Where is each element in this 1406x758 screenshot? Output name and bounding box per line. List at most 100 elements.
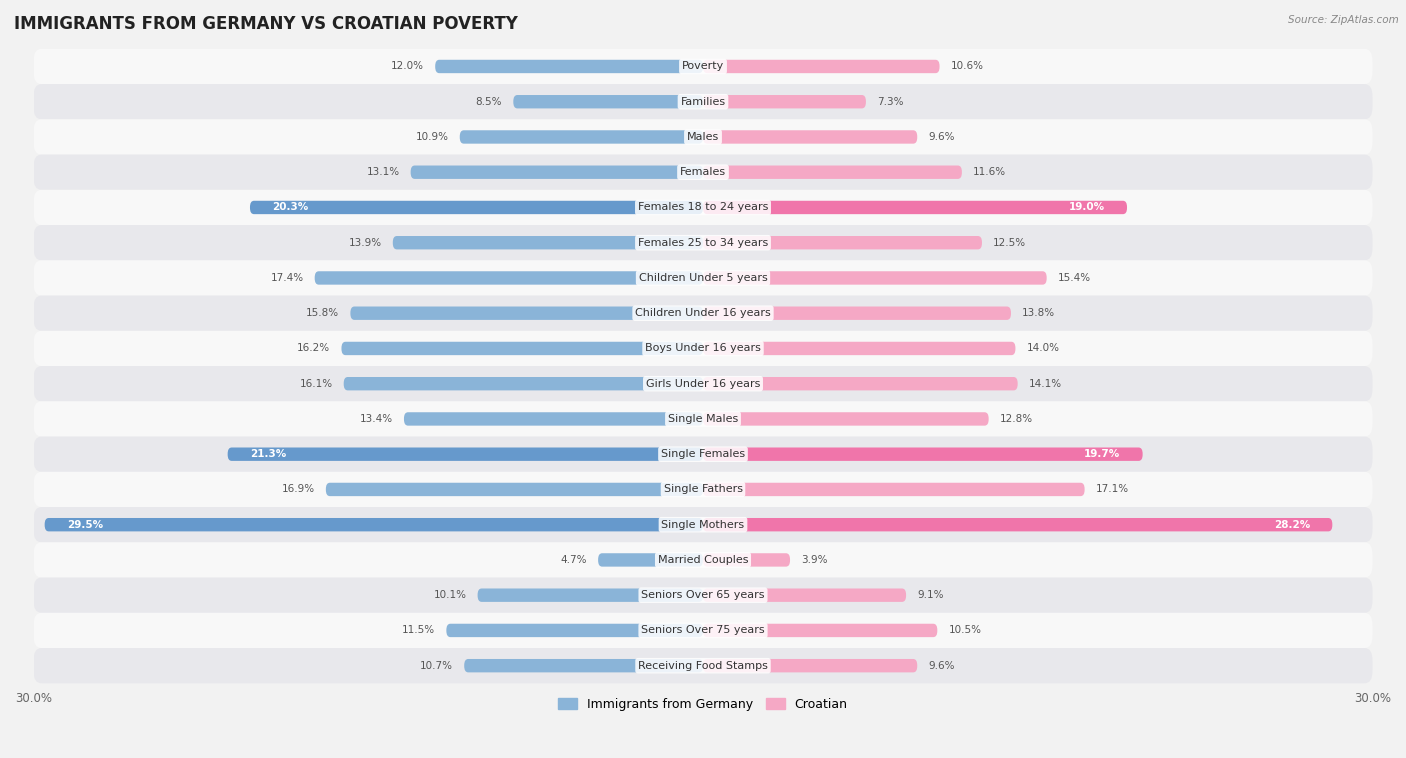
Text: 14.1%: 14.1%	[1029, 379, 1062, 389]
Text: Females: Females	[681, 168, 725, 177]
Text: Seniors Over 75 years: Seniors Over 75 years	[641, 625, 765, 635]
Text: Girls Under 16 years: Girls Under 16 years	[645, 379, 761, 389]
FancyBboxPatch shape	[703, 588, 905, 602]
FancyBboxPatch shape	[45, 518, 703, 531]
Text: 13.4%: 13.4%	[360, 414, 392, 424]
Text: 11.6%: 11.6%	[973, 168, 1007, 177]
FancyBboxPatch shape	[34, 260, 1372, 296]
FancyBboxPatch shape	[703, 412, 988, 426]
Text: 12.8%: 12.8%	[1000, 414, 1033, 424]
FancyBboxPatch shape	[703, 342, 1015, 356]
FancyBboxPatch shape	[703, 306, 1011, 320]
FancyBboxPatch shape	[34, 225, 1372, 260]
Text: 12.5%: 12.5%	[993, 238, 1026, 248]
Text: IMMIGRANTS FROM GERMANY VS CROATIAN POVERTY: IMMIGRANTS FROM GERMANY VS CROATIAN POVE…	[14, 15, 517, 33]
Text: Source: ZipAtlas.com: Source: ZipAtlas.com	[1288, 15, 1399, 25]
Text: 10.9%: 10.9%	[416, 132, 449, 142]
Text: 16.2%: 16.2%	[297, 343, 330, 353]
FancyBboxPatch shape	[326, 483, 703, 496]
FancyBboxPatch shape	[342, 342, 703, 356]
FancyBboxPatch shape	[411, 165, 703, 179]
FancyBboxPatch shape	[34, 578, 1372, 612]
FancyBboxPatch shape	[228, 447, 703, 461]
FancyBboxPatch shape	[464, 659, 703, 672]
Text: 17.4%: 17.4%	[270, 273, 304, 283]
Text: Families: Families	[681, 97, 725, 107]
Text: 29.5%: 29.5%	[67, 520, 103, 530]
Text: 8.5%: 8.5%	[475, 97, 502, 107]
Legend: Immigrants from Germany, Croatian: Immigrants from Germany, Croatian	[554, 693, 852, 716]
FancyBboxPatch shape	[34, 330, 1372, 366]
FancyBboxPatch shape	[703, 553, 790, 567]
Text: Children Under 16 years: Children Under 16 years	[636, 309, 770, 318]
FancyBboxPatch shape	[703, 60, 939, 74]
FancyBboxPatch shape	[315, 271, 703, 285]
Text: 19.0%: 19.0%	[1069, 202, 1105, 212]
FancyBboxPatch shape	[703, 624, 938, 637]
Text: 4.7%: 4.7%	[561, 555, 586, 565]
Text: Seniors Over 65 years: Seniors Over 65 years	[641, 590, 765, 600]
Text: Receiving Food Stamps: Receiving Food Stamps	[638, 661, 768, 671]
Text: 19.7%: 19.7%	[1084, 449, 1121, 459]
FancyBboxPatch shape	[436, 60, 703, 74]
Text: 12.0%: 12.0%	[391, 61, 425, 71]
FancyBboxPatch shape	[703, 95, 866, 108]
FancyBboxPatch shape	[703, 271, 1046, 285]
Text: 10.7%: 10.7%	[420, 661, 453, 671]
FancyBboxPatch shape	[34, 84, 1372, 119]
FancyBboxPatch shape	[703, 201, 1128, 215]
Text: Single Fathers: Single Fathers	[664, 484, 742, 494]
FancyBboxPatch shape	[34, 119, 1372, 155]
Text: Children Under 5 years: Children Under 5 years	[638, 273, 768, 283]
Text: 10.5%: 10.5%	[949, 625, 981, 635]
FancyBboxPatch shape	[703, 165, 962, 179]
Text: 11.5%: 11.5%	[402, 625, 436, 635]
Text: 13.8%: 13.8%	[1022, 309, 1056, 318]
FancyBboxPatch shape	[703, 236, 981, 249]
Text: Females 25 to 34 years: Females 25 to 34 years	[638, 238, 768, 248]
Text: 16.9%: 16.9%	[281, 484, 315, 494]
FancyBboxPatch shape	[34, 507, 1372, 542]
FancyBboxPatch shape	[34, 471, 1372, 507]
FancyBboxPatch shape	[478, 588, 703, 602]
FancyBboxPatch shape	[446, 624, 703, 637]
FancyBboxPatch shape	[34, 190, 1372, 225]
Text: 10.6%: 10.6%	[950, 61, 984, 71]
FancyBboxPatch shape	[34, 49, 1372, 84]
FancyBboxPatch shape	[350, 306, 703, 320]
FancyBboxPatch shape	[34, 648, 1372, 683]
FancyBboxPatch shape	[598, 553, 703, 567]
Text: Males: Males	[688, 132, 718, 142]
Text: 21.3%: 21.3%	[250, 449, 287, 459]
Text: Females 18 to 24 years: Females 18 to 24 years	[638, 202, 768, 212]
FancyBboxPatch shape	[343, 377, 703, 390]
Text: 14.0%: 14.0%	[1026, 343, 1060, 353]
FancyBboxPatch shape	[392, 236, 703, 249]
FancyBboxPatch shape	[460, 130, 703, 144]
Text: 20.3%: 20.3%	[273, 202, 308, 212]
FancyBboxPatch shape	[703, 130, 917, 144]
Text: 3.9%: 3.9%	[801, 555, 828, 565]
Text: Married Couples: Married Couples	[658, 555, 748, 565]
Text: 17.1%: 17.1%	[1095, 484, 1129, 494]
Text: 13.1%: 13.1%	[367, 168, 399, 177]
FancyBboxPatch shape	[34, 155, 1372, 190]
Text: Single Females: Single Females	[661, 449, 745, 459]
Text: 16.1%: 16.1%	[299, 379, 333, 389]
FancyBboxPatch shape	[34, 542, 1372, 578]
Text: 15.4%: 15.4%	[1057, 273, 1091, 283]
Text: Single Males: Single Males	[668, 414, 738, 424]
Text: 9.1%: 9.1%	[917, 590, 943, 600]
FancyBboxPatch shape	[703, 518, 1333, 531]
Text: 13.9%: 13.9%	[349, 238, 381, 248]
FancyBboxPatch shape	[250, 201, 703, 215]
FancyBboxPatch shape	[703, 377, 1018, 390]
Text: 7.3%: 7.3%	[877, 97, 904, 107]
FancyBboxPatch shape	[703, 483, 1084, 496]
Text: Poverty: Poverty	[682, 61, 724, 71]
Text: 10.1%: 10.1%	[433, 590, 467, 600]
Text: Boys Under 16 years: Boys Under 16 years	[645, 343, 761, 353]
FancyBboxPatch shape	[703, 447, 1143, 461]
FancyBboxPatch shape	[513, 95, 703, 108]
Text: 9.6%: 9.6%	[928, 132, 955, 142]
